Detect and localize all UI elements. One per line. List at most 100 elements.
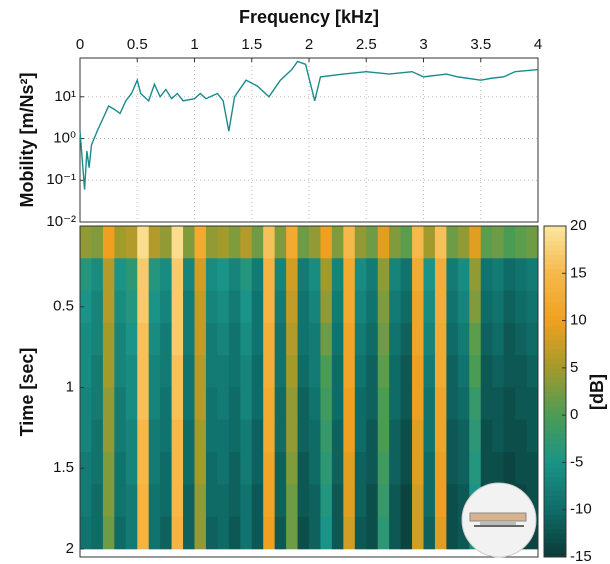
colorbar-step: [544, 301, 566, 307]
heat-cell: [389, 355, 401, 388]
heat-cell: [297, 258, 310, 291]
heat-cell: [377, 322, 390, 356]
heat-cell: [171, 452, 184, 485]
heat-cell: [492, 452, 505, 485]
heat-cell: [171, 484, 184, 518]
colorbar-step: [544, 481, 566, 487]
heat-cell: [457, 419, 470, 453]
heat-cell: [240, 419, 253, 453]
heat-cell: [286, 226, 298, 259]
x-tick-label: 1: [190, 36, 198, 53]
heat-cell: [297, 419, 310, 453]
heat-cell: [114, 452, 127, 485]
heat-cell: [480, 258, 493, 291]
colorbar-step: [544, 457, 566, 463]
heat-cell: [125, 322, 138, 356]
heat-cell: [400, 516, 413, 550]
heat-cell: [240, 387, 253, 421]
colorbar-step: [544, 514, 566, 520]
colorbar-step: [544, 363, 566, 369]
heat-cell: [457, 226, 470, 259]
heat-cell: [114, 419, 127, 453]
heat-cell: [469, 419, 482, 453]
heat-cell: [515, 258, 527, 291]
x-tick-label: 3.5: [470, 36, 491, 53]
colorbar-step: [544, 523, 566, 530]
heat-cell: [389, 322, 401, 356]
heat-cell: [354, 452, 367, 485]
heat-cell: [286, 355, 298, 388]
heat-cell: [526, 258, 539, 291]
heat-cell: [377, 290, 390, 324]
heat-cell: [354, 516, 367, 550]
heat-cell: [400, 290, 413, 324]
colorbar-tick-label: 5: [570, 359, 578, 376]
heat-cell: [251, 355, 264, 388]
heat-cell: [331, 452, 344, 485]
heat-cell: [125, 258, 138, 291]
colorbar-step: [544, 396, 566, 402]
colorbar-step: [544, 268, 566, 274]
heat-cell: [469, 258, 482, 291]
colorbar-step: [544, 476, 566, 482]
colorbar-tick-label: -10: [570, 501, 592, 518]
heat-cell: [434, 484, 447, 518]
heat-cell: [286, 290, 298, 324]
heat-cell: [457, 516, 470, 550]
y-tick-label: 0.5: [53, 298, 74, 315]
heat-cell: [114, 387, 127, 421]
heat-cell: [148, 387, 161, 421]
y-tick-label: 2: [66, 540, 74, 557]
heat-cell: [205, 516, 218, 550]
heat-cell: [343, 258, 356, 291]
heat-cell: [263, 322, 276, 356]
heat-cell: [446, 516, 459, 550]
heat-cell: [228, 226, 241, 259]
heat-cell: [469, 226, 482, 259]
heat-cell: [331, 387, 344, 421]
heat-cell: [251, 226, 264, 259]
heat-cell: [205, 452, 218, 485]
colorbar-step: [544, 292, 566, 298]
heat-cell: [125, 387, 138, 421]
heat-cell: [263, 226, 276, 259]
heat-cell: [400, 387, 413, 421]
heat-cell: [91, 516, 104, 550]
heat-cell: [320, 322, 333, 356]
heat-cell: [80, 419, 92, 453]
heat-cell: [286, 387, 298, 421]
heat-cell: [412, 419, 424, 453]
heat-cell: [102, 452, 115, 485]
heat-cell: [205, 258, 218, 291]
heat-cell: [446, 290, 459, 324]
heat-cell: [377, 387, 390, 421]
heat-cell: [240, 516, 253, 550]
y-tick-label: 10⁰: [53, 129, 76, 146]
heat-cell: [400, 419, 413, 453]
heat-cell: [377, 516, 390, 550]
heat-cell: [297, 355, 310, 388]
heat-cell: [263, 258, 276, 291]
heat-cell: [263, 355, 276, 388]
heat-cell: [377, 484, 390, 518]
heat-cell: [160, 387, 172, 421]
heat-cell: [80, 290, 92, 324]
x-tick-label: 2.5: [356, 36, 377, 53]
heat-cell: [309, 290, 321, 324]
heat-cell: [91, 387, 104, 421]
heat-cell: [480, 419, 493, 453]
heat-cell: [80, 484, 92, 518]
heat-cell: [503, 452, 516, 485]
x-tick-label: 2: [305, 36, 313, 53]
heat-cell: [412, 258, 424, 291]
x-tick-label: 3: [419, 36, 427, 53]
heat-cell: [377, 452, 390, 485]
heat-cell: [125, 516, 138, 550]
heat-cell: [137, 226, 150, 259]
heat-cell: [274, 419, 287, 453]
heat-cell: [148, 516, 161, 550]
heat-cell: [274, 484, 287, 518]
heat-cell: [286, 516, 298, 550]
heat-cell: [492, 322, 505, 356]
